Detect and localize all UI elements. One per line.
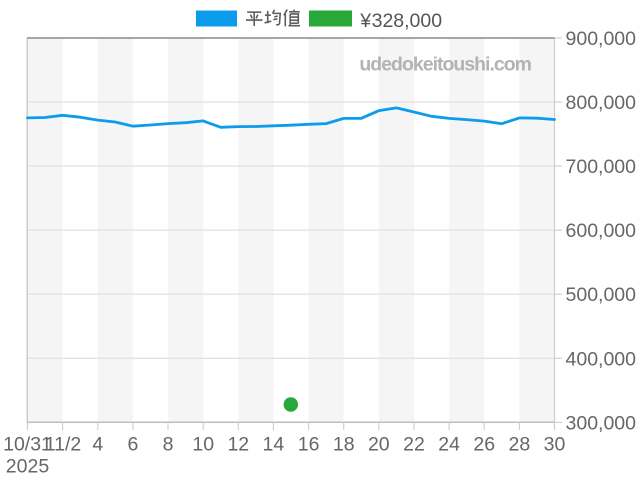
svg-text:20: 20 (368, 433, 390, 455)
svg-text:28: 28 (509, 433, 531, 455)
svg-text:12: 12 (227, 433, 249, 455)
svg-text:10/31: 10/31 (3, 433, 52, 455)
svg-text:328,000: 328,000 (372, 10, 443, 32)
svg-text:300,000: 300,000 (566, 412, 637, 434)
svg-text:11/2: 11/2 (45, 433, 82, 455)
svg-text:800,000: 800,000 (566, 92, 637, 114)
svg-text:2025: 2025 (6, 456, 50, 478)
svg-text:30: 30 (544, 433, 566, 455)
svg-text:26: 26 (473, 433, 495, 455)
svg-text:14: 14 (263, 433, 285, 455)
svg-text:400,000: 400,000 (566, 348, 637, 370)
svg-text:10: 10 (192, 433, 214, 455)
svg-text:16: 16 (298, 433, 320, 455)
svg-text:18: 18 (333, 433, 355, 455)
svg-text:600,000: 600,000 (566, 220, 637, 242)
svg-text:6: 6 (127, 433, 138, 455)
svg-text:900,000: 900,000 (566, 28, 637, 50)
svg-text:4: 4 (92, 433, 103, 455)
svg-text:700,000: 700,000 (566, 156, 637, 178)
svg-text:udedokeitoushi.com: udedokeitoushi.com (359, 54, 531, 76)
svg-text:500,000: 500,000 (566, 284, 637, 306)
svg-text:¥: ¥ (359, 10, 371, 32)
svg-text:24: 24 (438, 433, 460, 455)
svg-text:8: 8 (163, 433, 174, 455)
svg-text:22: 22 (403, 433, 425, 455)
